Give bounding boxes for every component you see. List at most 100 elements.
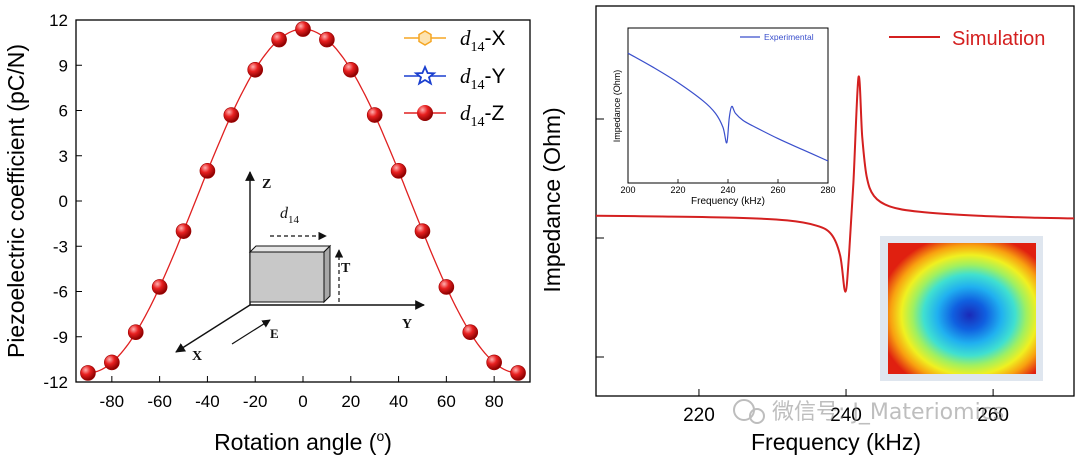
- left-y-tick-label: -9: [53, 328, 68, 347]
- data-point: [223, 107, 240, 123]
- left-x-tick-label: 0: [298, 392, 307, 411]
- data-point: [127, 324, 144, 341]
- left-x-label-main: Rotation angle (: [214, 429, 377, 455]
- data-point: [342, 61, 359, 78]
- inset-x-tick-label: 260: [770, 185, 785, 195]
- right-x-axis: 220 240 260: [683, 389, 1009, 426]
- series-line-d14-z: [87, 28, 519, 374]
- star-marker-icon: [413, 64, 437, 86]
- series-markers-d14-z: [80, 21, 526, 381]
- inset-x-tick-label: 220: [670, 185, 685, 195]
- wechat-icon-inner: [749, 408, 765, 424]
- y-axis-label: Y: [402, 317, 412, 332]
- data-point: [295, 21, 311, 37]
- right-x-tick-label: 240: [830, 405, 862, 426]
- right-legend: Simulation: [889, 28, 1045, 50]
- data-point: [80, 365, 96, 381]
- inset-x-tick-label: 200: [620, 185, 635, 195]
- z-axis-label: Z: [262, 177, 271, 192]
- legend-label-simulation: Simulation: [952, 28, 1045, 50]
- mode-shape-heatmap: [880, 236, 1043, 381]
- e-arrow: [231, 319, 271, 345]
- series-line-experimental: [627, 52, 829, 162]
- x-axis-label: X: [192, 349, 202, 364]
- piezo-chart: 12 9 6 3 0 -3 -6 -9 -12 -80 -60 -40 -20 0 20 40 60 80 Pi…: [3, 11, 531, 455]
- inset-frame: [627, 27, 829, 184]
- legend-z-base: d: [460, 101, 471, 125]
- left-x-tick-label: -60: [147, 392, 172, 411]
- left-y-tick-label: -6: [53, 283, 68, 302]
- legend-x-suffix: -X: [485, 27, 506, 50]
- left-x-tick-label: 40: [389, 392, 408, 411]
- hexagon-marker-icon: [418, 30, 432, 46]
- data-point: [438, 279, 455, 295]
- sample-box-side: [323, 244, 331, 304]
- legend-label-y: d14-Y: [460, 64, 506, 93]
- legend-label-z: d14-Z: [460, 101, 504, 130]
- inset-x-axis: 200 220 240 260 280: [620, 179, 836, 195]
- left-y-tick-label: 6: [59, 102, 68, 121]
- legend-y-base: d: [460, 64, 471, 88]
- data-point: [199, 163, 216, 179]
- left-y-axis-label: Piezoelectric coefficient (pC/N): [3, 44, 29, 358]
- d14-diagram-label: d14: [280, 205, 300, 226]
- inset-x-tick-label: 280: [820, 185, 835, 195]
- axis-diagram: Z Y X d14 T E: [175, 171, 425, 364]
- data-point: [366, 107, 383, 123]
- data-point: [390, 163, 407, 179]
- legend-x-base: d: [460, 26, 471, 50]
- x-axis-arrow: [175, 304, 251, 353]
- d14-diagram-base: d: [280, 205, 289, 222]
- ball-marker-icon: [417, 105, 433, 121]
- left-y-tick-label: 3: [59, 147, 68, 166]
- series-line-simulation: [595, 75, 1075, 293]
- data-point: [175, 223, 192, 239]
- legend-item-d14-z: d14-Z: [404, 101, 504, 130]
- left-x-tick-label: -20: [243, 392, 268, 411]
- right-x-axis-label: Frequency (kHz): [751, 429, 921, 455]
- left-x-tick-label: 20: [341, 392, 360, 411]
- e-label: E: [270, 326, 279, 341]
- left-y-tick-label: 0: [59, 192, 68, 211]
- legend-y-sub: 14: [471, 78, 485, 93]
- data-point: [247, 61, 264, 78]
- left-y-tick-label: -3: [53, 237, 68, 256]
- legend-x-sub: 14: [471, 40, 485, 55]
- data-point: [104, 354, 120, 371]
- left-x-tick-label: 80: [485, 392, 504, 411]
- data-point: [462, 324, 479, 341]
- watermark: 微信号: J_Materiomics: [733, 399, 1004, 425]
- legend-label-x: d14-X: [460, 26, 506, 55]
- sample-box-front: [249, 251, 325, 303]
- left-y-tick-label: -12: [43, 373, 68, 392]
- experimental-inset: 200 220 240 260 280 Impedance (Ohm) Frequenc…: [612, 27, 836, 207]
- legend-z-sub: 14: [471, 115, 485, 130]
- data-point: [151, 279, 168, 295]
- data-point: [319, 31, 335, 48]
- left-x-axis-label: Rotation angle (o): [214, 428, 392, 455]
- left-x-axis: -80 -60 -40 -20 0 20 40 60 80: [100, 376, 504, 411]
- data-point: [486, 354, 502, 371]
- impedance-chart: 220 240 260 Impedance (Ohm) Frequency (kHz…: [539, 5, 1075, 455]
- legend-item-d14-x: d14-X: [404, 26, 506, 55]
- inset-legend-label: Experimental: [764, 32, 814, 42]
- left-x-label-close: ): [384, 429, 392, 455]
- inset-y-axis-label: Impedance (Ohm): [612, 70, 622, 143]
- data-point: [414, 223, 431, 239]
- left-x-tick-label: 60: [437, 392, 456, 411]
- right-y-axis: [596, 118, 604, 358]
- inset-x-axis-label: Frequency (kHz): [691, 196, 765, 207]
- d14-diagram-sub: 14: [288, 214, 300, 226]
- left-y-tick-label: 12: [49, 11, 68, 30]
- inset-x-tick-label: 240: [720, 185, 735, 195]
- right-y-axis-label: Impedance (Ohm): [539, 107, 565, 292]
- data-point: [510, 365, 526, 381]
- data-point: [271, 31, 287, 48]
- heatmap-image: [888, 243, 1036, 374]
- left-x-tick-label: -80: [100, 392, 125, 411]
- watermark-text: 微信号: J_Materiomics: [772, 400, 1004, 425]
- t-label: T: [341, 261, 351, 276]
- left-x-label-sup: o: [376, 428, 384, 444]
- left-legend: d14-X d14-Y d14-Z: [404, 26, 506, 130]
